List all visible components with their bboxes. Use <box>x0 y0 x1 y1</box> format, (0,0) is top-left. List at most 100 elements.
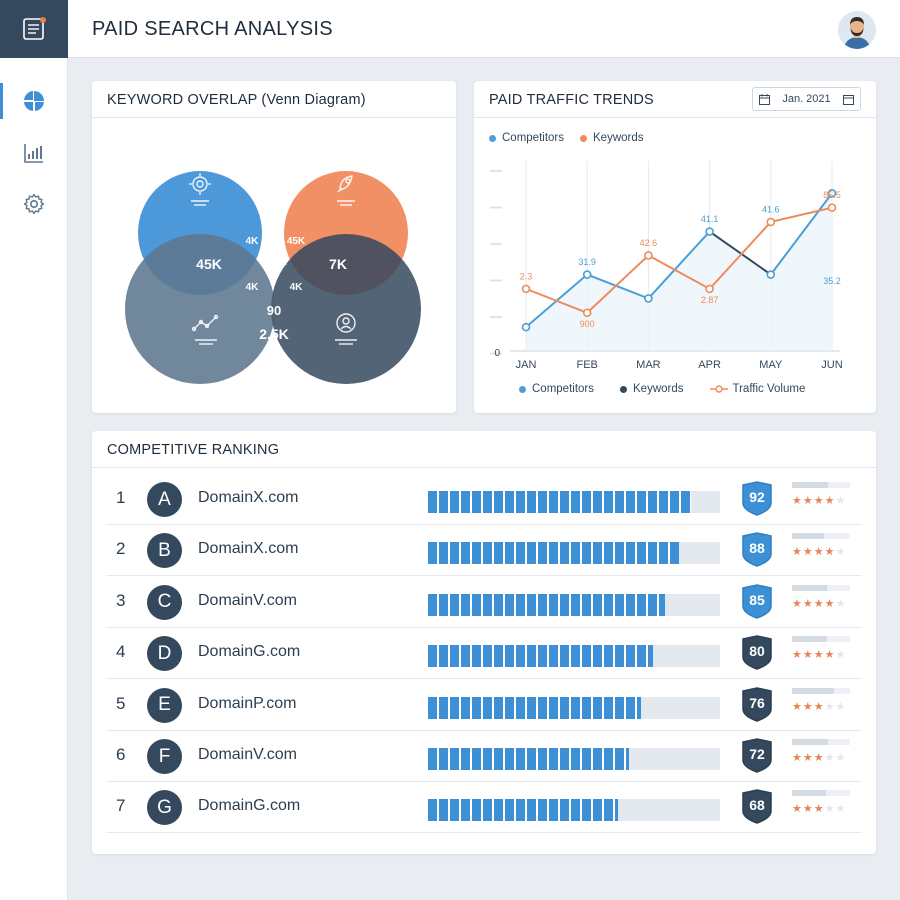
legend-label: Keywords <box>593 132 644 144</box>
sidebar-item-settings[interactable] <box>0 184 68 224</box>
score-shield-badge: 85 <box>741 584 773 619</box>
line-marker-icon <box>709 385 728 393</box>
rank-letter-badge: A <box>147 482 182 517</box>
score-value: 92 <box>749 489 765 505</box>
card-divider <box>92 117 456 118</box>
score-progress-bar <box>428 799 720 822</box>
gear-target-icon <box>189 173 211 206</box>
data-point <box>827 188 837 198</box>
score-value: 68 <box>749 797 765 814</box>
star-icon: ★ <box>802 597 814 610</box>
legend-item[interactable]: Keywords <box>580 132 644 144</box>
page-title: PAID SEARCH ANALYSIS <box>92 18 333 40</box>
table-row[interactable]: 3 C DomainV.com 85 ★★★★★ <box>107 577 861 628</box>
data-point <box>644 251 653 260</box>
rank-number: 7 <box>116 796 126 816</box>
star-icon: ★ <box>824 546 836 559</box>
star-icon: ★ <box>835 752 847 764</box>
domain-name[interactable]: DomainV.com <box>198 591 298 609</box>
legend-swatch <box>580 134 587 142</box>
shield-icon <box>742 635 772 670</box>
shield-icon <box>742 481 772 516</box>
legend-label: Competitors <box>502 132 564 144</box>
star-icon: ★ <box>792 649 803 662</box>
star-icon: ★ <box>792 803 803 816</box>
venn-circle-bottom-left <box>125 234 275 384</box>
star-icon: ★ <box>824 649 836 662</box>
venn-circle-bottom-left[interactable] <box>125 234 275 384</box>
table-row[interactable]: 6 F DomainV.com 72 ★★★★★ <box>107 731 861 782</box>
legend-item[interactable]: Competitors <box>489 132 564 144</box>
rank-number: 6 <box>116 745 126 764</box>
legend-swatch <box>489 134 496 142</box>
table-row[interactable]: 5 E DomainP.com 76 ★★★★★ <box>107 680 861 731</box>
rank-number: 4 <box>116 642 126 662</box>
venn-label: 2.5K <box>259 326 289 342</box>
rank-number: 2 <box>116 539 126 559</box>
venn-label: 45K <box>196 256 222 272</box>
data-point <box>827 203 837 212</box>
star-icon: ★ <box>802 700 814 713</box>
gear-icon <box>23 193 45 215</box>
app-logo[interactable] <box>0 0 68 58</box>
domain-name[interactable]: DomainP.com <box>198 694 297 712</box>
avatar[interactable] <box>838 11 876 49</box>
date-picker[interactable]: Jan. 2021 <box>752 87 861 111</box>
rank-letter-badge: F <box>147 739 182 774</box>
star-icon: ★ <box>813 597 825 610</box>
domain-name[interactable]: DomainX.com <box>198 489 299 506</box>
shield-icon <box>742 532 772 568</box>
card-divider <box>474 117 876 118</box>
domain-name[interactable]: DomainX.com <box>198 540 299 558</box>
table-row[interactable]: 1 A DomainX.com 92 ★★★★★ <box>107 474 861 525</box>
star-icon: ★ <box>813 546 825 559</box>
user-icon <box>335 313 357 345</box>
star-icon: ★ <box>792 546 803 559</box>
sidebar-item-analytics[interactable] <box>0 133 68 173</box>
x-tick-label: MAR <box>636 359 661 371</box>
keyword-overlap-card: KEYWORD OVERLAP (Venn Diagram) <box>92 81 456 413</box>
star-icon: ★ <box>835 597 847 610</box>
shield-icon <box>742 738 772 773</box>
rank-number: 1 <box>116 488 126 507</box>
table-row[interactable]: 4 D DomainG.com 80 ★★★★★ <box>107 628 861 680</box>
legend-item[interactable]: Competitors <box>519 383 594 395</box>
domain-name[interactable]: DomainG.com <box>198 643 301 661</box>
star-icon: ★ <box>792 597 803 610</box>
paid-traffic-trends-card: PAID TRAFFIC TRENDS Jan. 2021 Competitor… <box>474 81 876 413</box>
x-tick-label: JAN <box>516 359 537 371</box>
legend-label: Keywords <box>633 383 684 395</box>
table-row[interactable]: 7 G DomainG.com 68 ★★★★★ <box>107 782 861 834</box>
series-line-segment <box>770 206 833 223</box>
user-avatar-icon <box>838 11 876 49</box>
data-label: 2.87 <box>701 295 719 305</box>
mini-rating-fill <box>792 790 826 797</box>
series-line-segment <box>525 287 588 314</box>
data-point <box>766 217 776 227</box>
star-icon: ★ <box>792 495 803 507</box>
legend-item[interactable]: Keywords <box>620 383 684 395</box>
series-line-segment <box>647 230 711 300</box>
series-line-segment <box>708 221 772 290</box>
sidebar-item-dashboard[interactable] <box>0 81 68 121</box>
data-point <box>705 227 714 236</box>
venn-circle-bottom-right[interactable] <box>271 234 421 384</box>
table-row[interactable]: 2 B DomainX.com 88 ★★★★★ <box>107 525 861 577</box>
star-icon: ★ <box>813 700 825 713</box>
score-progress-fill <box>428 696 642 719</box>
domain-name[interactable]: DomainG.com <box>198 797 301 815</box>
venn-label: 125K <box>254 190 287 206</box>
legend-item[interactable]: Traffic Volume <box>709 383 805 395</box>
domain-name[interactable]: DomainV.com <box>198 746 298 763</box>
star-icon: ★ <box>835 546 847 559</box>
y-tick-label: 0 <box>494 348 500 359</box>
rank-letter-badge: C <box>147 584 182 620</box>
competitive-ranking-title: COMPETITIVE RANKING <box>107 442 280 458</box>
venn-label: 4K <box>246 282 260 293</box>
score-shield-badge: 76 <box>741 686 773 722</box>
mini-rating-bar <box>792 790 850 797</box>
score-progress-fill <box>428 799 618 822</box>
chart-legend-bottom: Competitors Keywords Traffic Volume <box>519 383 821 395</box>
score-value: 85 <box>749 591 765 608</box>
rank-letter-badge: G <box>147 790 182 826</box>
